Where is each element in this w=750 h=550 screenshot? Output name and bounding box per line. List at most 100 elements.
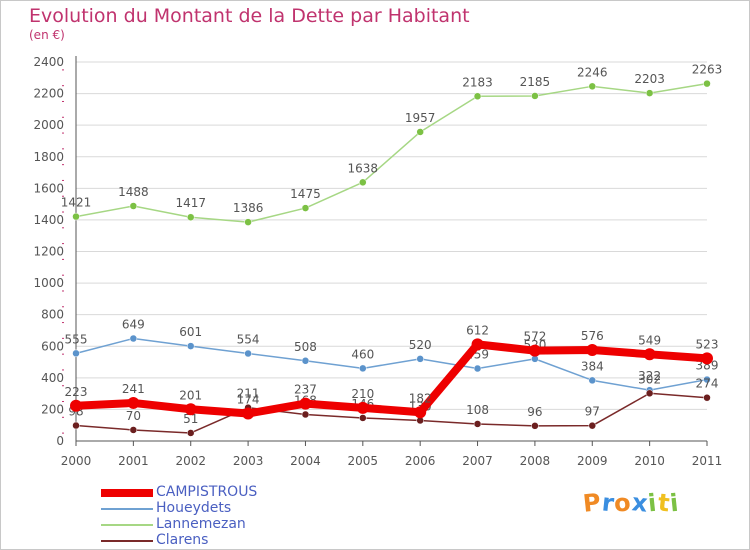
data-label-lannemezan-2007: 2183 <box>462 75 493 89</box>
data-point-lannemezan-2008 <box>531 92 539 100</box>
series-line-lannemezan <box>75 82 708 223</box>
data-label-lannemezan-2002: 1417 <box>175 196 206 210</box>
y-tick-label-200: 200 <box>41 402 64 416</box>
data-label-houeydets-2001: 649 <box>122 318 145 332</box>
data-point-campistrous-2000 <box>70 399 82 412</box>
data-label-campistrous-2010: 549 <box>638 333 661 347</box>
data-point-houeydets-2002 <box>186 342 195 350</box>
y-tick-label-1800: 1800 <box>33 150 64 164</box>
data-label-houeydets-2010: 322 <box>638 369 661 383</box>
data-point-clarens-2010 <box>645 389 654 398</box>
y-tick-label-1600: 1600 <box>33 181 64 195</box>
series-line-campistrous <box>72 340 711 418</box>
y-tick-label-2400: 2400 <box>33 55 64 69</box>
data-label-houeydets-2011: 389 <box>696 359 719 373</box>
data-label-houeydets-2005: 460 <box>351 347 374 361</box>
x-tick-label-2009: 2009 <box>577 454 608 468</box>
data-label-houeydets-2002: 601 <box>179 325 202 339</box>
data-point-houeydets-2001 <box>129 334 138 343</box>
data-point-houeydets-2004 <box>301 357 310 365</box>
data-label-campistrous-2005: 210 <box>351 387 374 401</box>
data-label-campistrous-2002: 201 <box>179 388 202 402</box>
x-tick-label-2005: 2005 <box>348 454 379 468</box>
data-label-campistrous-2004: 237 <box>294 383 317 397</box>
x-tick-label-2011: 2011 <box>692 454 723 468</box>
data-label-campistrous-2008: 572 <box>523 330 546 344</box>
data-label-lannemezan-2004: 1475 <box>290 187 321 201</box>
data-point-clarens-2001 <box>129 426 138 434</box>
data-label-houeydets-2006: 520 <box>409 338 432 352</box>
x-tick-label-2008: 2008 <box>520 454 551 468</box>
data-label-campistrous-2001: 241 <box>122 382 145 396</box>
data-point-lannemezan-2000 <box>72 212 80 221</box>
y-tick-label-1000: 1000 <box>33 276 64 290</box>
data-label-houeydets-2004: 508 <box>294 340 317 354</box>
data-point-campistrous-2010 <box>643 348 656 361</box>
x-tick-label-2007: 2007 <box>462 454 493 468</box>
data-label-clarens-2003: 211 <box>237 387 260 401</box>
legend-swatch-clarens <box>101 540 153 542</box>
data-point-clarens-2002 <box>186 429 195 437</box>
data-point-clarens-2009 <box>588 421 597 430</box>
data-label-lannemezan-2005: 1638 <box>348 161 379 175</box>
data-point-houeydets-2005 <box>359 364 367 373</box>
data-point-houeydets-2003 <box>244 349 252 358</box>
x-tick-label-2000: 2000 <box>61 454 92 468</box>
logo-letter: i <box>668 488 681 518</box>
y-tick-label-2200: 2200 <box>33 87 64 101</box>
y-tick-label-800: 800 <box>41 308 64 322</box>
legend-swatch-campistrous <box>101 489 153 497</box>
data-point-houeydets-2006 <box>416 355 424 363</box>
data-point-lannemezan-2001 <box>129 202 138 210</box>
series-line-houeydets <box>75 337 708 391</box>
proxiti-logo: Proxiti <box>582 488 681 518</box>
data-point-lannemezan-2003 <box>244 218 252 226</box>
data-label-clarens-2002: 51 <box>183 412 198 426</box>
data-point-houeydets-2009 <box>588 376 597 385</box>
data-label-lannemezan-2011: 2263 <box>692 63 723 77</box>
data-point-clarens-2004 <box>301 410 310 419</box>
data-label-clarens-2001: 70 <box>126 409 141 423</box>
legend-label-clarens: Clarens <box>156 532 209 548</box>
data-point-campistrous-2005 <box>356 401 369 414</box>
x-tick-label-2002: 2002 <box>175 454 206 468</box>
data-point-campistrous-2008 <box>528 344 541 357</box>
x-tick-label-2004: 2004 <box>290 454 321 468</box>
data-point-lannemezan-2004 <box>301 204 310 212</box>
data-label-campistrous-2011: 523 <box>696 337 719 351</box>
data-point-lannemezan-2009 <box>588 82 597 91</box>
data-point-lannemezan-2010 <box>645 89 654 97</box>
y-tick-label-400: 400 <box>41 371 64 385</box>
x-tick-label-2010: 2010 <box>634 454 665 468</box>
data-point-clarens-2000 <box>72 421 80 430</box>
data-label-campistrous-2000: 223 <box>65 385 88 399</box>
legend-swatch-houeydets <box>101 508 153 510</box>
data-label-houeydets-2009: 384 <box>581 359 604 373</box>
data-point-lannemezan-2006 <box>416 128 424 136</box>
data-label-houeydets-2003: 554 <box>237 333 260 347</box>
data-label-campistrous-2007: 612 <box>466 323 489 337</box>
data-label-lannemezan-2001: 1488 <box>118 185 149 199</box>
y-tick-label-0: 0 <box>56 434 64 448</box>
y-tick-label-1200: 1200 <box>33 245 64 259</box>
data-point-lannemezan-2002 <box>186 213 195 221</box>
data-point-campistrous-2003 <box>242 407 255 420</box>
data-label-houeydets-2000: 555 <box>65 332 88 346</box>
data-point-campistrous-2011 <box>701 352 713 365</box>
data-point-campistrous-2006 <box>414 406 427 419</box>
legend-label-houeydets: Houeydets <box>156 500 232 516</box>
data-label-lannemezan-2003: 1386 <box>233 201 264 215</box>
legend-swatch-lannemezan <box>101 524 153 526</box>
x-tick-label-2001: 2001 <box>118 454 149 468</box>
data-label-lannemezan-2006: 1957 <box>405 111 436 125</box>
y-tick-label-2000: 2000 <box>33 118 64 132</box>
data-label-campistrous-2003: 174 <box>237 393 260 407</box>
data-point-lannemezan-2007 <box>473 92 482 101</box>
data-label-clarens-2009: 97 <box>585 405 600 419</box>
data-point-clarens-2011 <box>703 393 711 402</box>
data-point-clarens-2005 <box>359 414 367 422</box>
data-label-lannemezan-2010: 2203 <box>634 72 665 86</box>
data-point-campistrous-2002 <box>184 403 197 416</box>
